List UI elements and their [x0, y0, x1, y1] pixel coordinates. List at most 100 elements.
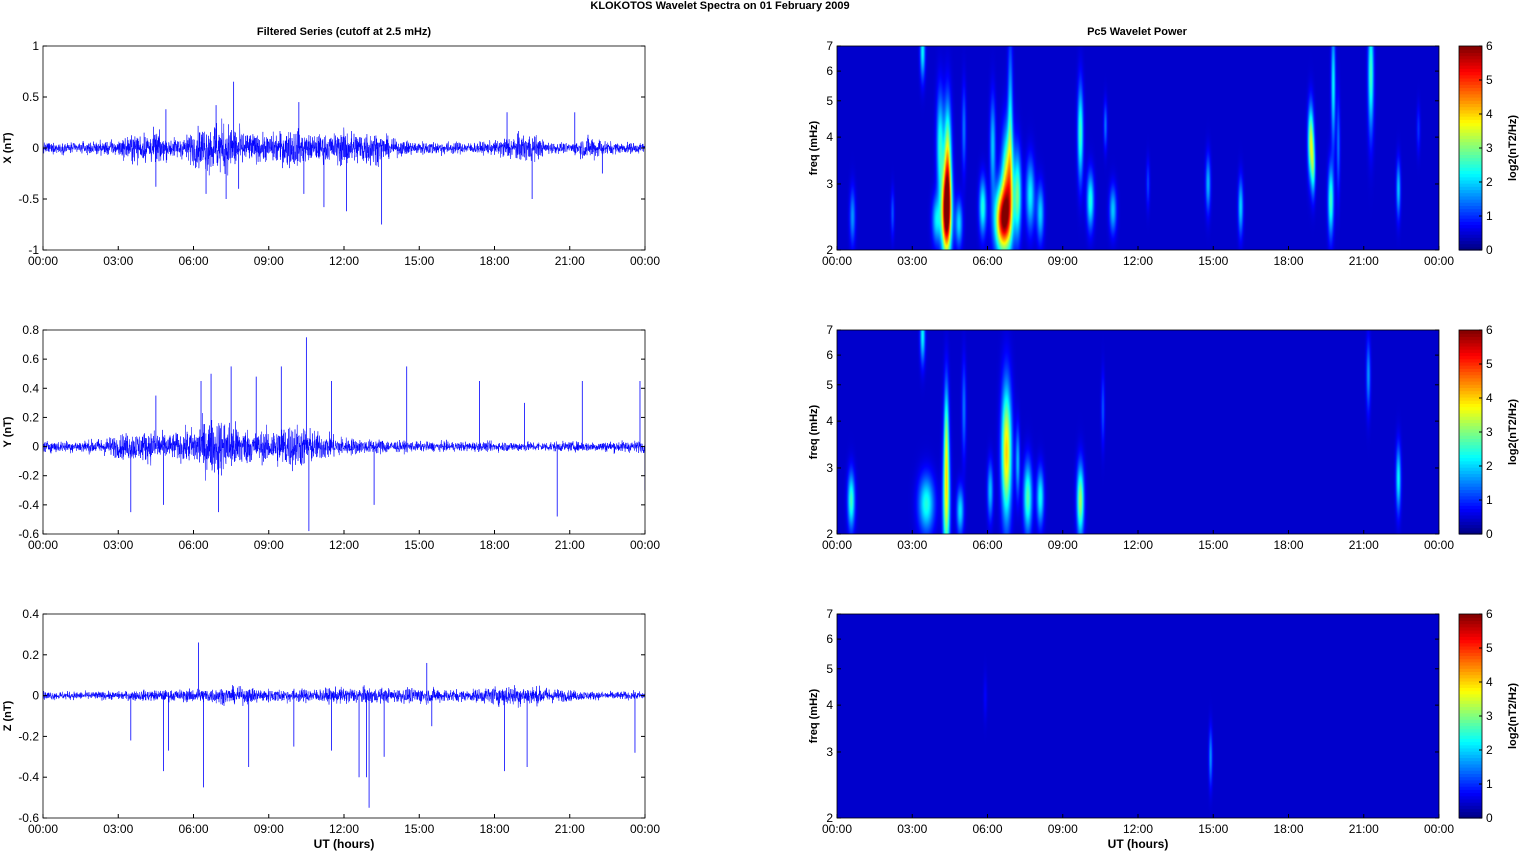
- x-tick-label: 15:00: [1198, 822, 1228, 836]
- colorbar-swatch: [1459, 428, 1482, 433]
- colorbar-swatch: [1459, 109, 1482, 114]
- x-tick-label: 12:00: [329, 538, 359, 552]
- y-axis-label: X (nT): [2, 132, 14, 163]
- series-panel-z: -0.6 -0.4 -0.2 0 0.2 0.4 00:00 03:00 06:00 09:00 1…: [2, 607, 660, 851]
- y-axis-label: Y (nT): [2, 416, 14, 447]
- colorbar-swatch: [1459, 349, 1482, 353]
- y-tick-label: 0: [32, 440, 39, 454]
- colorbar-swatch: [1459, 722, 1482, 727]
- colorbar-swatch: [1459, 712, 1482, 717]
- colorbar-tick-label: 3: [1486, 709, 1493, 723]
- x-axis-label: UT (hours): [1108, 837, 1169, 851]
- colorbar-swatch: [1459, 486, 1482, 490]
- colorbar-swatch: [1459, 240, 1482, 245]
- y-tick-label: -0.4: [18, 770, 39, 784]
- x-axis-label: UT (hours): [314, 837, 375, 851]
- colorbar-swatch: [1459, 87, 1482, 92]
- y-tick-label: 4: [826, 414, 833, 428]
- x-tick-label: 09:00: [254, 822, 284, 836]
- colorbar-swatch: [1459, 128, 1482, 133]
- x-tick-label: 00:00: [28, 822, 58, 836]
- x-tick-label: 21:00: [1349, 822, 1379, 836]
- colorbar-swatch: [1459, 454, 1482, 459]
- colorbar-swatch: [1459, 460, 1482, 465]
- colorbar-swatch: [1459, 463, 1482, 468]
- colorbar-swatch: [1459, 176, 1482, 181]
- colorbar-swatch: [1459, 55, 1482, 60]
- colorbar-swatch: [1459, 709, 1482, 714]
- colorbar-swatch: [1459, 116, 1482, 120]
- colorbar-tick-label: 6: [1486, 323, 1493, 337]
- colorbar-swatch: [1459, 782, 1482, 787]
- x-tick-label: 00:00: [822, 254, 852, 268]
- y-tick-label: 0.2: [22, 648, 39, 662]
- series-line: [43, 685, 645, 708]
- x-tick-label: 00:00: [1424, 538, 1454, 552]
- y-tick-label: 7: [826, 607, 833, 621]
- colorbar-swatch: [1459, 221, 1482, 226]
- wavelet-panel-1: 2 3 4 5 6 7 00:00 03:00 06:00 09:00 12:00 15:00 18:0…: [808, 39, 1519, 268]
- colorbar-swatch: [1459, 789, 1482, 794]
- colorbar-swatch: [1459, 655, 1482, 660]
- colorbar-tick-label: 4: [1486, 675, 1493, 689]
- colorbar-label: log2(nT2/Hz): [1507, 683, 1519, 749]
- x-tick-label: 00:00: [630, 538, 660, 552]
- wavelet-panel-3: 2 3 4 5 6 7 00:00 03:00 06:00 09:00 12:00 15:00 18:0…: [808, 607, 1519, 851]
- x-tick-label: 18:00: [479, 254, 509, 268]
- y-tick-label: -0.2: [18, 469, 39, 483]
- colorbar-swatch: [1459, 365, 1482, 369]
- colorbar-swatch: [1459, 170, 1482, 175]
- colorbar-swatch: [1459, 52, 1482, 57]
- colorbar-swatch: [1459, 218, 1482, 222]
- colorbar-swatch: [1459, 508, 1482, 513]
- colorbar-swatch: [1459, 355, 1482, 360]
- colorbar-swatch: [1459, 192, 1482, 197]
- colorbar-swatch: [1459, 387, 1482, 392]
- colorbar-swatch: [1459, 700, 1482, 704]
- colorbar-swatch: [1459, 738, 1482, 743]
- colorbar-swatch: [1459, 409, 1482, 414]
- colorbar-swatch: [1459, 227, 1482, 232]
- x-tick-label: 21:00: [555, 254, 585, 268]
- colorbar-swatch: [1459, 381, 1482, 385]
- colorbar-swatch: [1459, 786, 1482, 790]
- y-tick-label: 0: [32, 689, 39, 703]
- colorbar-swatch: [1459, 422, 1482, 427]
- colorbar-swatch: [1459, 211, 1482, 216]
- colorbar-swatch: [1459, 798, 1482, 803]
- y-tick-label: 1: [32, 39, 39, 53]
- colorbar-swatch: [1459, 674, 1482, 679]
- colorbar-tick-label: 3: [1486, 141, 1493, 155]
- wavelet-heatmap: [837, 614, 1439, 818]
- colorbar-swatch: [1459, 652, 1482, 657]
- y-tick-label: 2: [826, 811, 833, 825]
- x-tick-label: 21:00: [555, 538, 585, 552]
- x-tick-label: 00:00: [822, 822, 852, 836]
- colorbar-swatch: [1459, 97, 1482, 101]
- y-tick-label: 7: [826, 39, 833, 53]
- colorbar-swatch: [1459, 779, 1482, 784]
- colorbar-swatch: [1459, 479, 1482, 484]
- y-tick-label: 6: [826, 348, 833, 362]
- colorbar-swatch: [1459, 342, 1482, 347]
- colorbar-swatch: [1459, 716, 1482, 720]
- x-tick-label: 03:00: [897, 538, 927, 552]
- x-tick-label: 12:00: [1123, 538, 1153, 552]
- colorbar-swatch: [1459, 451, 1482, 455]
- colorbar-swatch: [1459, 403, 1482, 408]
- series-line: [43, 118, 645, 176]
- colorbar-label: log2(nT2/Hz): [1507, 399, 1519, 465]
- colorbar-swatch: [1459, 492, 1482, 497]
- colorbar-swatch: [1459, 473, 1482, 478]
- y-tick-label: 5: [826, 662, 833, 676]
- x-tick-label: 00:00: [28, 538, 58, 552]
- y-tick-label: 0.5: [22, 90, 39, 104]
- colorbar-swatch: [1459, 246, 1482, 251]
- x-tick-label: 00:00: [28, 254, 58, 268]
- colorbar-swatch: [1459, 671, 1482, 676]
- colorbar-swatch: [1459, 234, 1482, 238]
- y-tick-label: 4: [826, 698, 833, 712]
- colorbar-tick-label: 2: [1486, 459, 1493, 473]
- colorbar-swatch: [1459, 626, 1482, 631]
- colorbar-tick-label: 2: [1486, 175, 1493, 189]
